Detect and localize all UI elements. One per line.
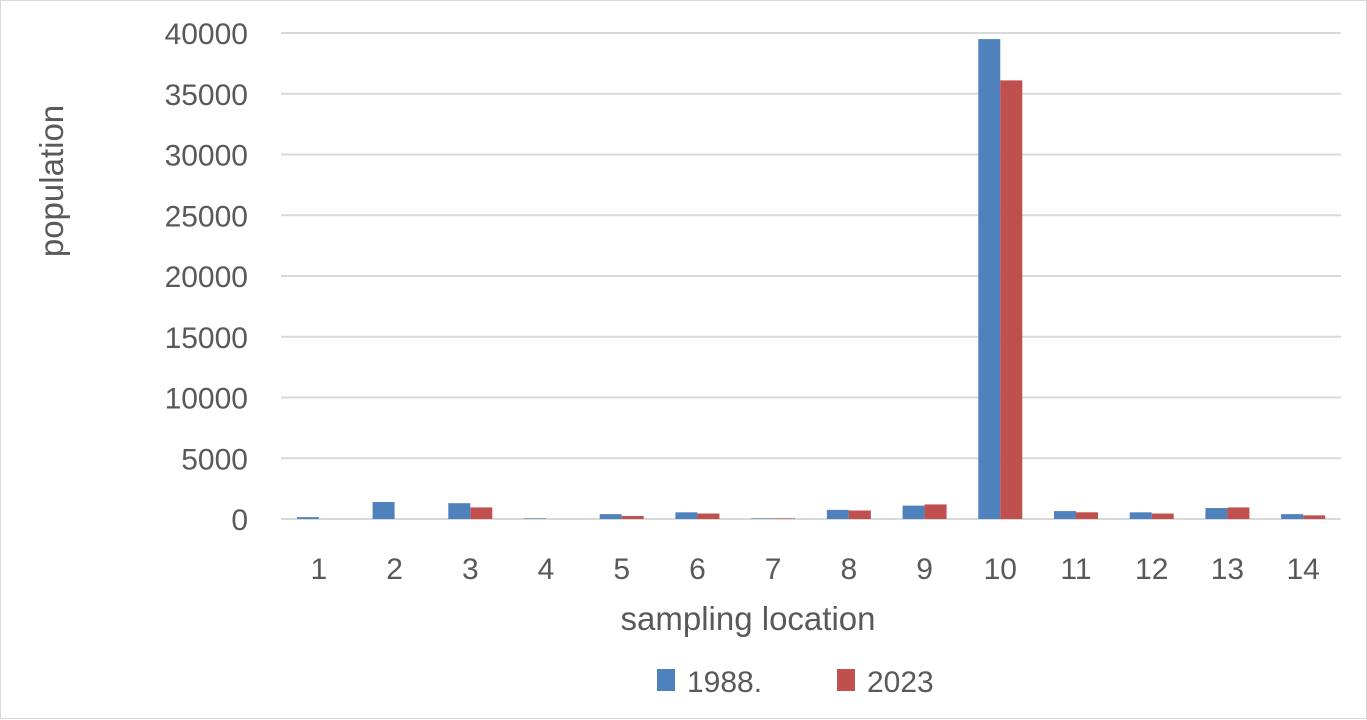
bar-series2-loc-7: [773, 518, 796, 519]
bar-series2-loc-12: [1151, 513, 1174, 519]
x-tick-label: 14: [1286, 553, 1319, 586]
bar-series1-loc-3: [448, 503, 471, 519]
bar-series2-loc-11: [1076, 512, 1098, 519]
legend-swatch-1988: [657, 669, 675, 691]
x-tick-label: 9: [916, 553, 933, 586]
legend: 1988. 2023: [657, 666, 934, 699]
bar-series2-loc-13: [1227, 507, 1250, 519]
y-tick-label: 25000: [165, 200, 248, 233]
bar-series1-loc-1: [296, 517, 319, 519]
bars: [296, 39, 1326, 519]
bar-series1-loc-5: [599, 514, 622, 519]
x-tick-labels: 1 2 3 4 5 6 7 8 9 10 11 12 13 14: [311, 553, 1320, 586]
x-tick-label: 2: [386, 553, 403, 586]
y-tick-label: 5000: [181, 443, 248, 476]
bar-series1-loc-9: [902, 505, 925, 519]
y-tick-label: 35000: [165, 79, 248, 112]
bar-series1-loc-2: [372, 501, 395, 519]
y-axis-title: population: [33, 105, 70, 257]
x-tick-label: 3: [462, 553, 479, 586]
x-axis-title: sampling location: [621, 600, 876, 637]
x-tick-label: 13: [1211, 553, 1244, 586]
legend-label-2023: 2023: [867, 666, 934, 699]
bar-series1-loc-6: [675, 512, 698, 519]
y-tick-label: 0: [231, 504, 248, 537]
bar-series2-loc-14: [1303, 515, 1326, 519]
y-tick-labels: 0 5000 10000 15000 20000 25000 30000 35000 40000: [165, 18, 248, 537]
legend-label-1988: 1988.: [687, 666, 762, 699]
x-tick-label: 6: [689, 553, 706, 586]
bar-series2-loc-3: [470, 507, 493, 519]
bar-series1-loc-10: [978, 39, 1001, 519]
bar-series1-loc-7: [751, 518, 774, 519]
bar-series1-loc-11: [1054, 511, 1076, 519]
bar-series2-loc-8: [848, 510, 871, 519]
y-tick-label: 30000: [165, 140, 248, 173]
bar-series1-loc-14: [1281, 514, 1304, 519]
bar-series1-loc-13: [1205, 508, 1228, 519]
x-tick-label: 8: [841, 553, 858, 586]
bar-series1-loc-12: [1129, 512, 1152, 519]
bar-series2-loc-9: [924, 504, 947, 519]
x-tick-label: 11: [1060, 553, 1091, 586]
x-tick-label: 5: [613, 553, 630, 586]
gridlines: [281, 32, 1341, 520]
y-tick-label: 40000: [165, 18, 248, 51]
bar-series2-loc-6: [697, 513, 720, 519]
x-tick-label: 1: [311, 553, 328, 586]
x-tick-label: 7: [765, 553, 782, 586]
bar-series1-loc-4: [524, 518, 546, 519]
legend-swatch-2023: [837, 669, 855, 691]
x-tick-label: 12: [1135, 553, 1168, 586]
bar-series2-loc-5: [621, 515, 644, 519]
bar-series1-loc-8: [826, 509, 849, 519]
x-tick-label: 4: [538, 553, 555, 586]
bar-series2-loc-10: [1000, 80, 1023, 519]
y-tick-label: 10000: [165, 383, 248, 416]
x-tick-label: 10: [984, 553, 1017, 586]
y-tick-label: 15000: [165, 322, 248, 355]
y-tick-label: 20000: [165, 261, 248, 294]
